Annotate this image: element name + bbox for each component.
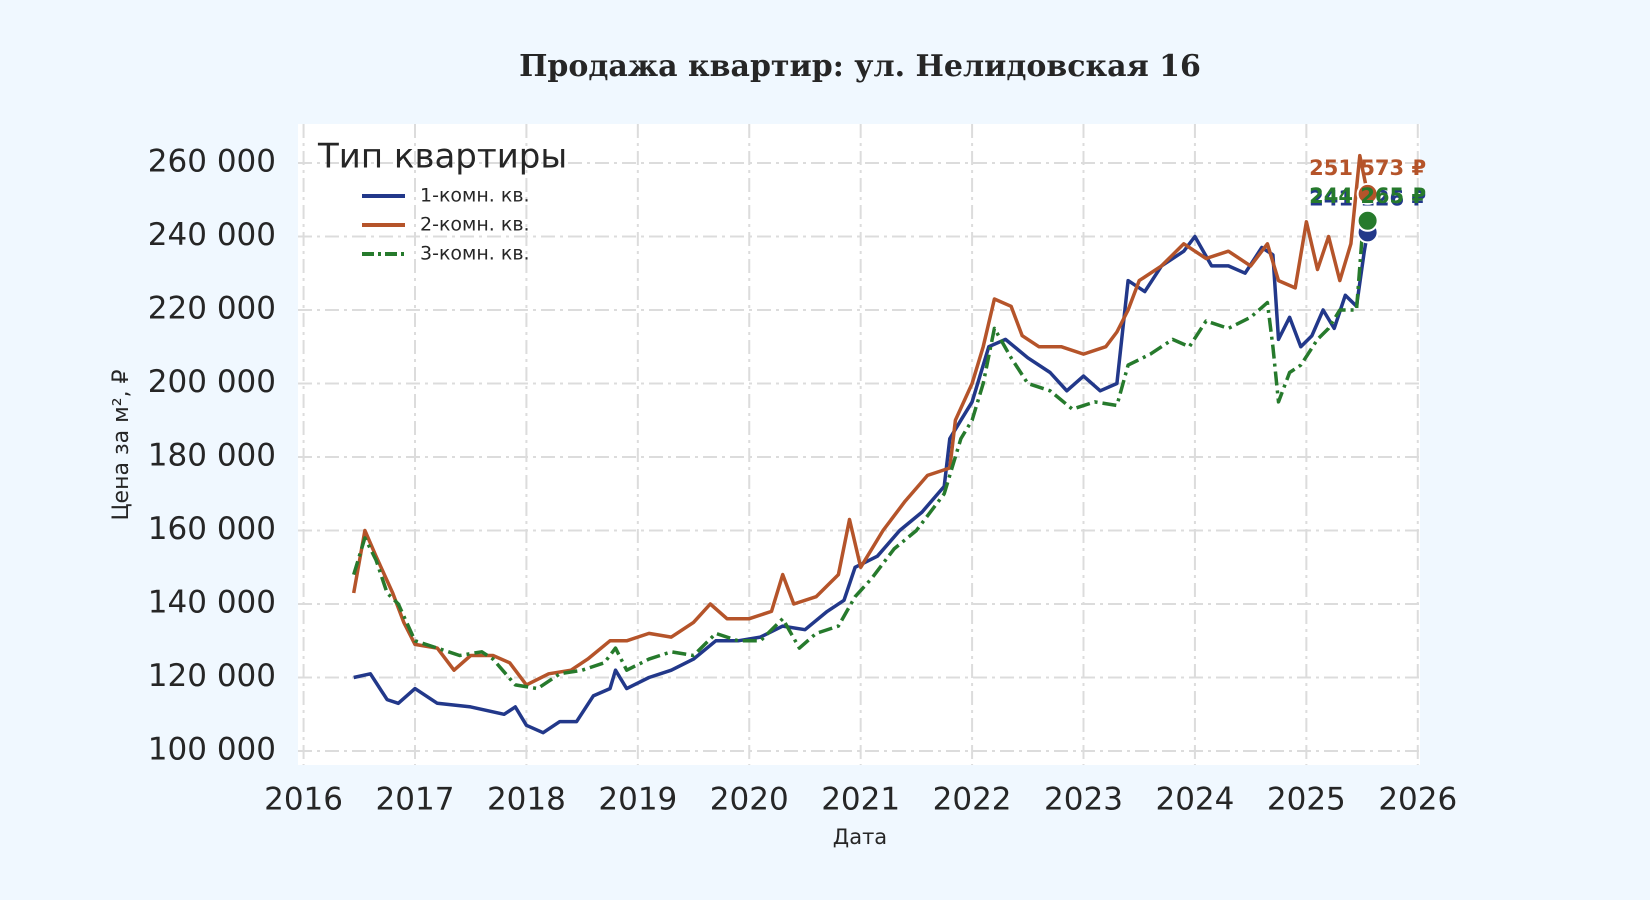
- y-tick-label: 240 000: [148, 217, 276, 253]
- y-tick-label: 220 000: [148, 290, 276, 326]
- series-line: [352, 220, 1370, 691]
- value-label: 251 573 ₽: [1309, 156, 1426, 180]
- x-tick-label: 2026: [1378, 782, 1457, 818]
- x-tick-label: 2016: [264, 782, 343, 818]
- y-tick-label: 100 000: [148, 732, 276, 768]
- x-tick-label: 2023: [1044, 782, 1123, 818]
- lines: 241 126 ₽251 573 ₽244 265 ₽: [351, 153, 1426, 735]
- legend-label: 3-комн. кв.: [420, 243, 530, 265]
- x-axis-label: Дата: [833, 825, 887, 849]
- value-label: 244 265 ₽: [1309, 184, 1426, 208]
- y-tick-label: 140 000: [148, 585, 276, 621]
- plot-area: [298, 124, 1420, 765]
- y-tick-label: 120 000: [148, 658, 276, 694]
- series-line: [351, 153, 1370, 687]
- x-tick-label: 2022: [933, 782, 1012, 818]
- legend: Тип квартиры 1-комн. кв. 2-комн. кв. 3-ком…: [317, 137, 567, 265]
- legend-label: 2-комн. кв.: [420, 214, 530, 236]
- y-tick-label: 200 000: [148, 364, 276, 400]
- legend-label: 1-комн. кв.: [420, 185, 530, 207]
- grid: [298, 124, 1420, 765]
- y-tick-label: 180 000: [148, 437, 276, 473]
- x-tick-label: 2018: [487, 782, 566, 818]
- y-axis-label: Цена за м², ₽: [109, 369, 134, 520]
- x-tick-label: 2017: [376, 782, 455, 818]
- x-tick-label: 2020: [710, 782, 789, 818]
- chart-title: Продажа квартир: ул. Нелидовская 16: [519, 49, 1201, 84]
- y-tick-label: 160 000: [148, 511, 276, 547]
- end-point: [1356, 209, 1379, 232]
- x-tick-label: 2019: [598, 782, 677, 818]
- x-tick-label: 2025: [1267, 782, 1346, 818]
- legend-title: Тип квартиры: [317, 137, 567, 177]
- y-tick-label: 260 000: [148, 143, 276, 179]
- x-tick-label: 2021: [821, 782, 900, 818]
- x-tick-label: 2024: [1155, 782, 1234, 818]
- end-point: [1356, 182, 1379, 205]
